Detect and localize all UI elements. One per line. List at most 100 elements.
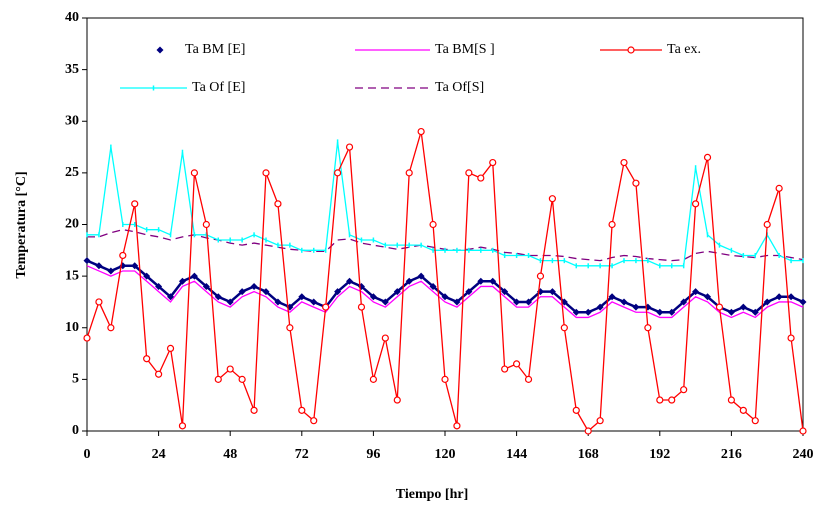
y-axis-label: Temperatura [°C] <box>14 171 29 278</box>
circle-marker <box>119 251 127 260</box>
y-tick-label: 15 <box>65 268 79 283</box>
diamond-marker <box>584 308 592 316</box>
x-tick-label: 48 <box>223 447 237 462</box>
diamond-marker <box>202 282 210 290</box>
series-line <box>86 265 804 319</box>
circle-marker <box>155 370 163 378</box>
circle-marker <box>572 406 580 414</box>
circle-marker <box>393 396 401 404</box>
y-tick-label: 25 <box>65 165 79 180</box>
diamond-marker <box>692 288 700 296</box>
diamond-marker <box>751 308 759 316</box>
diamond-marker <box>178 277 186 285</box>
diamond-marker <box>572 308 580 316</box>
circle-marker <box>703 153 712 161</box>
y-tick-label: 30 <box>65 113 79 128</box>
diamond-marker <box>787 293 795 301</box>
diamond-marker <box>167 293 175 301</box>
circle-marker <box>691 200 700 208</box>
circle-marker <box>417 127 425 136</box>
circle-marker <box>226 365 234 373</box>
diamond-marker <box>226 298 234 306</box>
circle-marker <box>668 396 676 404</box>
diamond-marker <box>513 298 521 306</box>
x-tick-label: 240 <box>793 447 814 462</box>
circle-marker <box>345 143 354 151</box>
diamond-marker <box>727 308 735 316</box>
circle-marker <box>381 334 389 342</box>
diamond-marker <box>656 308 664 316</box>
diamond-marker <box>190 272 198 280</box>
circle-marker <box>214 375 222 383</box>
diamond-marker <box>95 262 103 270</box>
x-tick-label: 96 <box>366 447 380 462</box>
x-tick-label: 0 <box>84 447 91 462</box>
circle-marker <box>166 344 175 352</box>
diamond-marker <box>739 303 747 311</box>
diamond-marker <box>156 46 164 54</box>
legend-item: Ta Of[S] <box>355 80 484 95</box>
x-tick-label: 120 <box>435 447 456 462</box>
circle-marker <box>477 174 485 182</box>
circle-marker <box>322 303 330 311</box>
diamond-marker <box>214 293 222 301</box>
diamond-marker <box>143 272 151 280</box>
circle-marker <box>608 220 616 229</box>
circle-marker <box>656 396 664 404</box>
circle-marker <box>83 334 91 342</box>
y-tick-label: 35 <box>65 62 79 77</box>
circle-marker <box>429 220 437 229</box>
circle-marker <box>739 406 747 414</box>
diamond-marker <box>83 257 91 265</box>
y-tick-label: 10 <box>65 320 79 335</box>
circle-marker <box>620 158 628 167</box>
diamond-marker <box>632 303 640 311</box>
circle-marker <box>453 422 461 430</box>
diamond-marker <box>107 267 115 275</box>
circle-marker <box>584 427 592 435</box>
diamond-marker <box>369 293 377 301</box>
diamond-marker <box>441 293 449 301</box>
circle-marker <box>334 169 342 177</box>
circle-marker <box>560 324 568 332</box>
circle-marker <box>107 324 115 332</box>
circle-marker <box>763 220 771 229</box>
x-tick-label: 144 <box>506 447 527 462</box>
diamond-marker <box>548 288 556 296</box>
diamond-marker <box>131 262 139 270</box>
x-tick-label: 168 <box>578 447 599 462</box>
legend-label: Ta BM [E] <box>185 42 245 57</box>
circle-marker <box>202 220 210 229</box>
circle-marker <box>131 200 139 208</box>
circle-marker <box>178 422 187 430</box>
diamond-marker <box>274 298 282 306</box>
circle-marker <box>489 158 497 167</box>
x-tick-label: 216 <box>721 447 742 462</box>
circle-marker <box>680 386 688 394</box>
diamond-marker <box>680 298 688 306</box>
circle-marker <box>524 375 533 383</box>
circle-marker <box>310 417 318 425</box>
diamond-marker <box>501 288 509 296</box>
circle-marker <box>405 169 413 177</box>
y-tick-label: 20 <box>65 217 79 232</box>
circle-marker <box>465 169 473 177</box>
circle-marker <box>536 272 545 280</box>
circle-marker <box>548 195 557 203</box>
diamond-marker <box>465 288 473 296</box>
series-line <box>86 259 804 314</box>
x-tick-label: 24 <box>152 447 166 462</box>
diamond-marker <box>298 293 306 301</box>
legend-item: Ta BM [E] <box>156 42 245 57</box>
circle-marker <box>715 303 724 311</box>
diamond-marker <box>381 298 389 306</box>
circle-marker <box>632 179 640 187</box>
diamond-marker <box>334 288 342 296</box>
diamond-marker <box>155 282 163 290</box>
circle-marker <box>787 334 795 342</box>
circle-marker <box>369 375 377 383</box>
circle-marker <box>775 184 783 192</box>
legend-label: Ta Of[S] <box>435 80 484 95</box>
diamond-marker <box>799 298 807 306</box>
